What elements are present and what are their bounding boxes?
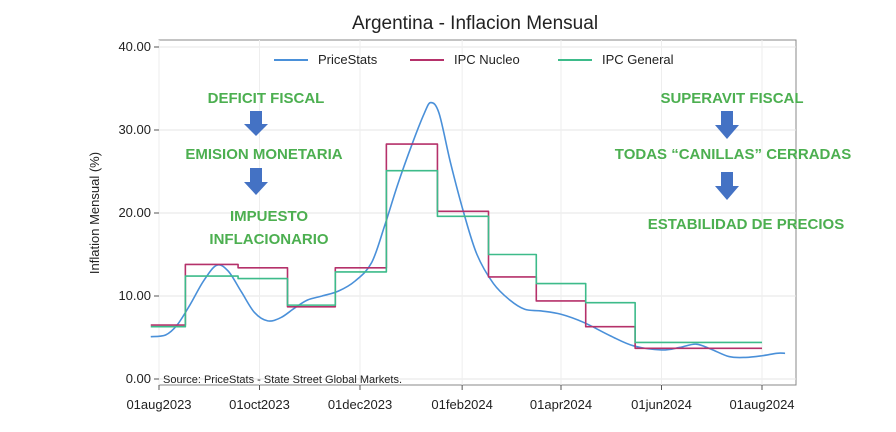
series-group (150, 101, 786, 359)
x-tick-label: 01feb2024 (431, 397, 492, 412)
legend: PriceStats IPC Nucleo IPC General (274, 52, 674, 67)
y-tick-label: 10.00 (118, 288, 151, 303)
y-tick-label: 30.00 (118, 122, 151, 137)
x-tick-label: 01aug2024 (729, 397, 794, 412)
x-tick-label: 01jun2024 (631, 397, 692, 412)
annotation-inflacionario: INFLACIONARIO (209, 231, 328, 248)
arrow-down-icon (244, 168, 268, 195)
annotation-estabilidad-precios: ESTABILIDAD DE PRECIOS (648, 216, 844, 233)
x-tick-label: 01aug2023 (126, 397, 191, 412)
annotation-superavit-fiscal: SUPERAVIT FISCAL (660, 90, 803, 107)
x-axis-ticks: 01aug2023 01oct2023 01dec2023 01feb2024 01ap… (126, 385, 795, 412)
chart-title: Argentina - Inflacion Mensual (352, 13, 598, 34)
y-axis-ticks: 0.00 10.00 20.00 30.00 40.00 (118, 39, 159, 386)
annotation-canillas-cerradas: TODAS “CANILLAS” CERRADAS (615, 146, 851, 163)
y-tick-label: 20.00 (118, 205, 151, 220)
y-tick-label: 0.00 (126, 371, 151, 386)
x-tick-label: 01oct2023 (229, 397, 290, 412)
annotation-impuesto: IMPUESTO (230, 208, 308, 225)
x-tick-label: 01apr2024 (530, 397, 592, 412)
y-axis-label: Inflation Mensual (%) (87, 152, 102, 274)
series-line-ipc-general (150, 169, 762, 344)
arrow-down-icon (715, 172, 739, 200)
y-tick-label: 40.00 (118, 39, 151, 54)
legend-label-ipc-general: IPC General (602, 52, 674, 67)
legend-label-ipc-nucleo: IPC Nucleo (454, 52, 520, 67)
arrow-down-icon (715, 111, 739, 139)
legend-label-pricestats: PriceStats (318, 52, 378, 67)
annotation-deficit-fiscal: DEFICIT FISCAL (208, 90, 325, 107)
x-tick-label: 01dec2023 (328, 397, 392, 412)
source-note: Source: PriceStats - State Street Global… (163, 374, 402, 386)
series-line-ipc-nucleo (150, 143, 762, 350)
arrow-down-icon (244, 111, 268, 136)
annotation-emision-monetaria: EMISION MONETARIA (185, 146, 342, 163)
series-line-pricestats (150, 101, 786, 359)
